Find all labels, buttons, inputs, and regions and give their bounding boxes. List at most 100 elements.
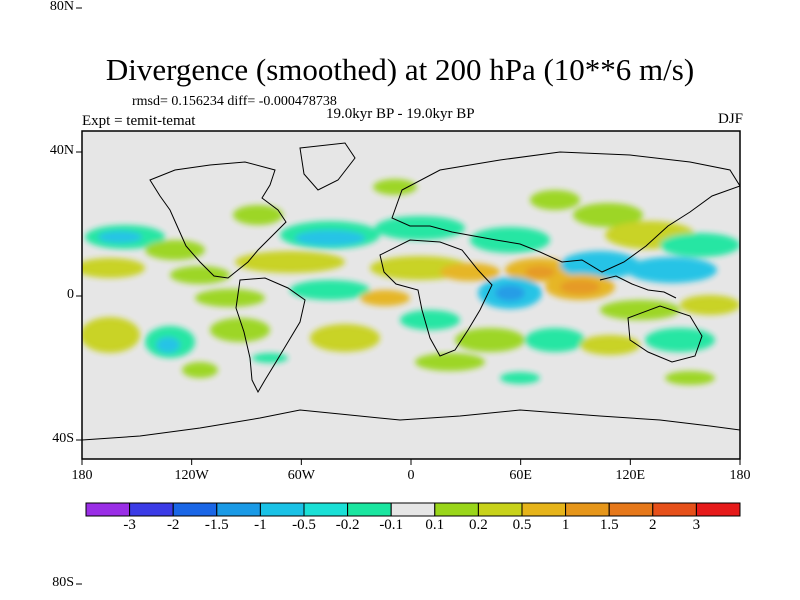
coastlines	[82, 142, 740, 441]
field-blob	[233, 205, 283, 225]
axis-ticks	[76, 7, 741, 585]
field-blob	[373, 179, 417, 195]
field-blob	[82, 317, 140, 353]
colorbar-box	[85, 502, 131, 517]
divergence-field	[82, 142, 740, 441]
lon-tick-label: 180	[71, 468, 93, 483]
lon-tick-label: 120E	[615, 468, 646, 483]
field-blob	[290, 280, 370, 300]
rmsd-label: rmsd=	[132, 94, 168, 109]
colorbar-box	[695, 502, 741, 517]
field-blob	[525, 328, 585, 352]
field-blob	[98, 231, 142, 243]
coast-north-america	[149, 161, 287, 279]
field-blob	[210, 318, 270, 342]
field-blob	[400, 310, 460, 330]
colorbar-box	[477, 502, 523, 517]
field-blob	[182, 362, 218, 378]
colorbar-box	[172, 502, 218, 517]
colorbar-label: -3	[123, 517, 136, 533]
colorbar-label: -0.5	[292, 517, 316, 533]
field-blob	[660, 233, 740, 257]
colorbar-label: -1.5	[204, 517, 229, 533]
colorbar-box	[216, 502, 261, 517]
field-blob	[360, 290, 410, 306]
field-blob	[627, 257, 717, 283]
field-blob	[573, 203, 643, 227]
lat-tick-label: 0	[67, 287, 74, 302]
field-blob	[470, 227, 550, 253]
colorbar-label: 2	[649, 517, 657, 533]
coast-antarctica	[82, 409, 740, 441]
colorbar-box	[129, 502, 174, 517]
colorbar-label: 0.2	[469, 517, 488, 533]
coast-south-america	[235, 277, 306, 394]
field-blob	[525, 266, 555, 278]
rmsd-value: 0.156234	[171, 94, 224, 109]
diff-value: -0.000478738	[258, 94, 337, 109]
field-blob	[295, 230, 365, 246]
coast-eurasia	[391, 151, 740, 273]
coast-maritime-continent	[599, 275, 677, 299]
field-blob	[156, 337, 180, 353]
colorbar-label: 0.5	[512, 517, 532, 533]
lon-tick-label: 0	[407, 468, 415, 483]
colorbar-box	[652, 502, 697, 517]
field-blob	[645, 328, 715, 352]
lat-tick-label: 80N	[49, 0, 74, 14]
field-blob	[455, 328, 525, 352]
field-blob	[375, 216, 465, 240]
coast-greenland	[299, 142, 356, 191]
colorbar-label: -1	[254, 517, 267, 533]
field-blob	[560, 251, 640, 279]
colorbar-label: -2	[166, 517, 180, 533]
field-blob	[170, 266, 230, 284]
colorbar-box	[608, 502, 654, 517]
lon-tick-label: 60W	[287, 468, 315, 483]
lon-tick-label: 180	[729, 468, 751, 483]
field-blob	[310, 324, 380, 352]
experiment-label: Expt = temit-temat	[82, 113, 196, 129]
chart-title: Divergence (smoothed) at 200 hPa (10**6 …	[105, 52, 695, 87]
colorbar-box	[259, 502, 305, 517]
coast-australia	[627, 305, 703, 363]
field-blob	[580, 335, 640, 355]
colorbar-box	[390, 502, 436, 517]
field-blob	[82, 258, 145, 278]
field-blob	[195, 289, 265, 307]
colorbar-label: -0.1	[379, 517, 404, 533]
field-blob	[252, 353, 288, 363]
coast-africa	[379, 239, 493, 357]
field-blob	[680, 295, 740, 315]
colorbar-box	[521, 502, 567, 517]
field-blob	[665, 371, 715, 385]
colorbar-label: 0.1	[425, 517, 445, 533]
field-blob	[600, 300, 680, 320]
lon-tick-label: 120W	[174, 468, 209, 483]
lat-tick-label: 40S	[52, 431, 74, 446]
diff-label: diff=	[227, 94, 256, 109]
colorbar-label: 1.5	[599, 517, 619, 533]
colorbar-box	[347, 502, 392, 517]
season-label: DJF	[717, 111, 743, 127]
colorbar-box	[565, 502, 610, 517]
statistics-line: rmsd= 0.156234 diff= -0.000478738	[132, 94, 337, 110]
colorbar-box	[303, 502, 349, 517]
colorbar-label: 3	[692, 517, 701, 533]
period-label: 19.0kyr BP - 19.0kyr BP	[326, 106, 475, 122]
field-blob	[530, 190, 580, 210]
colorbar-box	[434, 502, 479, 517]
field-blob	[235, 251, 345, 273]
field-blob	[145, 240, 205, 260]
field-blob	[500, 372, 540, 384]
lat-tick-label: 80S	[52, 575, 74, 590]
field-blob	[415, 353, 485, 371]
colorbar-label: 1	[561, 517, 570, 533]
colorbar-label: -0.2	[335, 517, 360, 533]
field-blob	[560, 280, 600, 294]
field-blob	[440, 263, 500, 281]
field-blob	[495, 285, 525, 301]
lon-tick-label: 60E	[509, 468, 532, 483]
